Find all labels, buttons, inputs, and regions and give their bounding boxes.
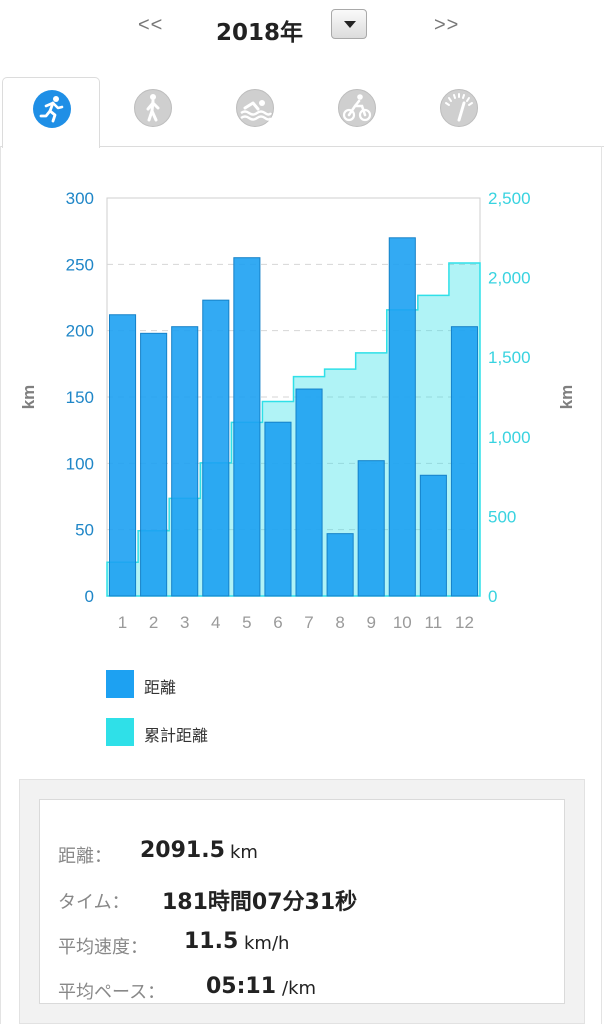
- summary-panel: 距離： 2091.5 km タイム： 181時間07分31秒 平均速度： 11.…: [19, 779, 585, 1024]
- time-label: タイム：: [58, 892, 130, 913]
- x-axis-tick-label: 12: [455, 613, 474, 632]
- left-axis-tick-label: 50: [75, 521, 94, 540]
- cumulative-distance-area: [106, 262, 481, 597]
- x-axis-tick-label: 2: [149, 613, 158, 632]
- distance-bar-5: [233, 257, 261, 597]
- distance-bar-2: [140, 332, 168, 597]
- previous-year-button[interactable]: <<: [138, 14, 164, 36]
- x-axis-tick-label: 8: [335, 613, 344, 632]
- avg-speed-unit: km/h: [244, 933, 290, 954]
- distance-bar-11: [419, 474, 447, 597]
- chevron-down-icon: [344, 21, 356, 28]
- distance-unit: km: [230, 842, 258, 863]
- monthly-distance-chart: 0 50 100 150 200 250 300 0 500 1,000 1,500 2,000 2,5…: [19, 189, 576, 632]
- right-axis-tick-label: 2,500: [488, 189, 531, 208]
- next-year-button[interactable]: >>: [434, 14, 460, 36]
- cycling-icon: [338, 89, 376, 127]
- right-axis-tick-label: 0: [488, 587, 497, 606]
- year-dropdown-button[interactable]: [331, 9, 367, 39]
- distance-bar-1: [109, 314, 137, 597]
- left-axis-tick-label: 250: [66, 255, 94, 274]
- left-axis-tick-label: 300: [66, 189, 94, 208]
- x-axis-tick-label: 9: [366, 613, 375, 632]
- x-axis-tick-label: 1: [118, 613, 127, 632]
- tab-swimming[interactable]: [206, 77, 304, 147]
- x-axis-tick-label: 4: [211, 613, 220, 632]
- avg-pace-value: 05:11: [206, 974, 277, 999]
- tab-gauge[interactable]: [410, 77, 508, 147]
- right-axis-title: km: [557, 385, 576, 410]
- left-axis-tick-label: 100: [66, 454, 94, 473]
- left-axis-tick-label: 200: [66, 322, 94, 341]
- left-axis-tick-label: 150: [66, 388, 94, 407]
- panel-left-border: [0, 146, 1, 1024]
- swimming-icon: [236, 89, 274, 127]
- x-axis-tick-label: 5: [242, 613, 251, 632]
- avg-pace-unit: /km: [282, 978, 317, 999]
- left-axis-title: km: [19, 385, 38, 410]
- tab-walking[interactable]: [104, 77, 202, 147]
- avg-pace-label: 平均ペース：: [58, 982, 166, 1003]
- left-axis-tick-label: 0: [85, 587, 94, 606]
- distance-bar-3: [171, 326, 199, 597]
- panel-right-border: [601, 146, 602, 1024]
- legend-distance-swatch: [106, 670, 134, 698]
- x-axis-tick-label: 11: [425, 613, 443, 632]
- walking-icon: [134, 89, 172, 127]
- right-axis-tick-label: 1,000: [488, 428, 531, 447]
- distance-label: 距離：: [58, 846, 112, 867]
- distance-bar-9: [357, 460, 385, 597]
- right-axis-tick-label: 2,000: [488, 269, 531, 288]
- distance-bar-7: [295, 388, 323, 597]
- x-axis-tick-label: 7: [304, 613, 313, 632]
- x-axis-tick-label: 6: [273, 613, 282, 632]
- avg-speed-label: 平均速度：: [58, 937, 148, 958]
- tab-cycling[interactable]: [308, 77, 406, 147]
- right-axis-tick-label: 1,500: [488, 348, 531, 367]
- time-value: 181時間07分31秒: [162, 890, 358, 915]
- year-navigation: << 2018年 >>: [0, 0, 604, 60]
- avg-speed-value: 11.5: [184, 929, 239, 954]
- distance-bar-6: [264, 421, 292, 597]
- distance-bar-10: [388, 237, 416, 597]
- legend-cumulative-swatch: [106, 718, 134, 746]
- summary-card: 距離： 2091.5 km タイム： 181時間07分31秒 平均速度： 11.…: [39, 799, 565, 1004]
- tabs-divider: [0, 146, 604, 147]
- right-axis-tick-label: 500: [488, 507, 516, 526]
- year-label: 2018年: [216, 20, 304, 46]
- tab-running[interactable]: [2, 77, 100, 148]
- distance-value: 2091.5: [140, 838, 225, 863]
- distance-bar-8: [326, 533, 354, 597]
- legend-cumulative-label: 累計距離: [144, 726, 209, 745]
- distance-bar-12: [450, 326, 478, 597]
- gauge-icon: [440, 89, 478, 127]
- legend-distance-label: 距離: [144, 678, 177, 697]
- x-axis-tick-label: 3: [180, 613, 189, 632]
- distance-bar-4: [202, 299, 230, 597]
- x-axis-tick-label: 10: [393, 613, 412, 632]
- running-icon: [33, 90, 71, 128]
